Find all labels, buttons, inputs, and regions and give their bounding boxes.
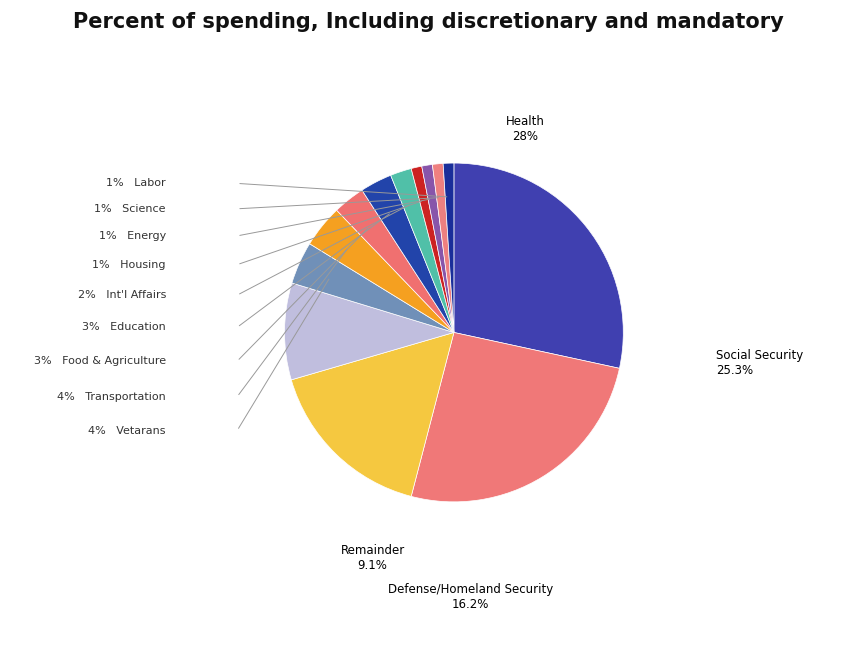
Wedge shape (443, 163, 454, 332)
Wedge shape (391, 169, 454, 332)
Text: Social Security
25.3%: Social Security 25.3% (716, 349, 804, 377)
Text: Remainder
9.1%: Remainder 9.1% (340, 544, 405, 572)
Wedge shape (422, 164, 454, 332)
Text: 3%   Food & Agriculture: 3% Food & Agriculture (33, 356, 166, 366)
Text: 1%   Science: 1% Science (94, 204, 166, 214)
Text: 4%   Vetarans: 4% Vetarans (88, 426, 166, 436)
Wedge shape (337, 190, 454, 332)
Wedge shape (411, 332, 620, 502)
Title: Percent of spending, Including discretionary and mandatory: Percent of spending, Including discretio… (73, 12, 784, 32)
Text: Health
28%: Health 28% (506, 115, 544, 143)
Text: 1%   Energy: 1% Energy (99, 231, 166, 241)
Text: 1%   Labor: 1% Labor (106, 178, 166, 189)
Text: 3%   Education: 3% Education (82, 322, 166, 332)
Text: 1%   Housing: 1% Housing (93, 260, 166, 269)
Wedge shape (292, 244, 454, 332)
Text: Defense/Homeland Security
16.2%: Defense/Homeland Security 16.2% (388, 583, 554, 611)
Wedge shape (454, 163, 623, 368)
Wedge shape (309, 211, 454, 332)
Text: 4%   Transportation: 4% Transportation (57, 392, 166, 402)
Wedge shape (291, 332, 454, 496)
Wedge shape (285, 283, 454, 380)
Wedge shape (362, 175, 454, 332)
Text: 2%   Int'l Affairs: 2% Int'l Affairs (78, 290, 166, 300)
Wedge shape (411, 166, 454, 332)
Wedge shape (433, 164, 454, 332)
